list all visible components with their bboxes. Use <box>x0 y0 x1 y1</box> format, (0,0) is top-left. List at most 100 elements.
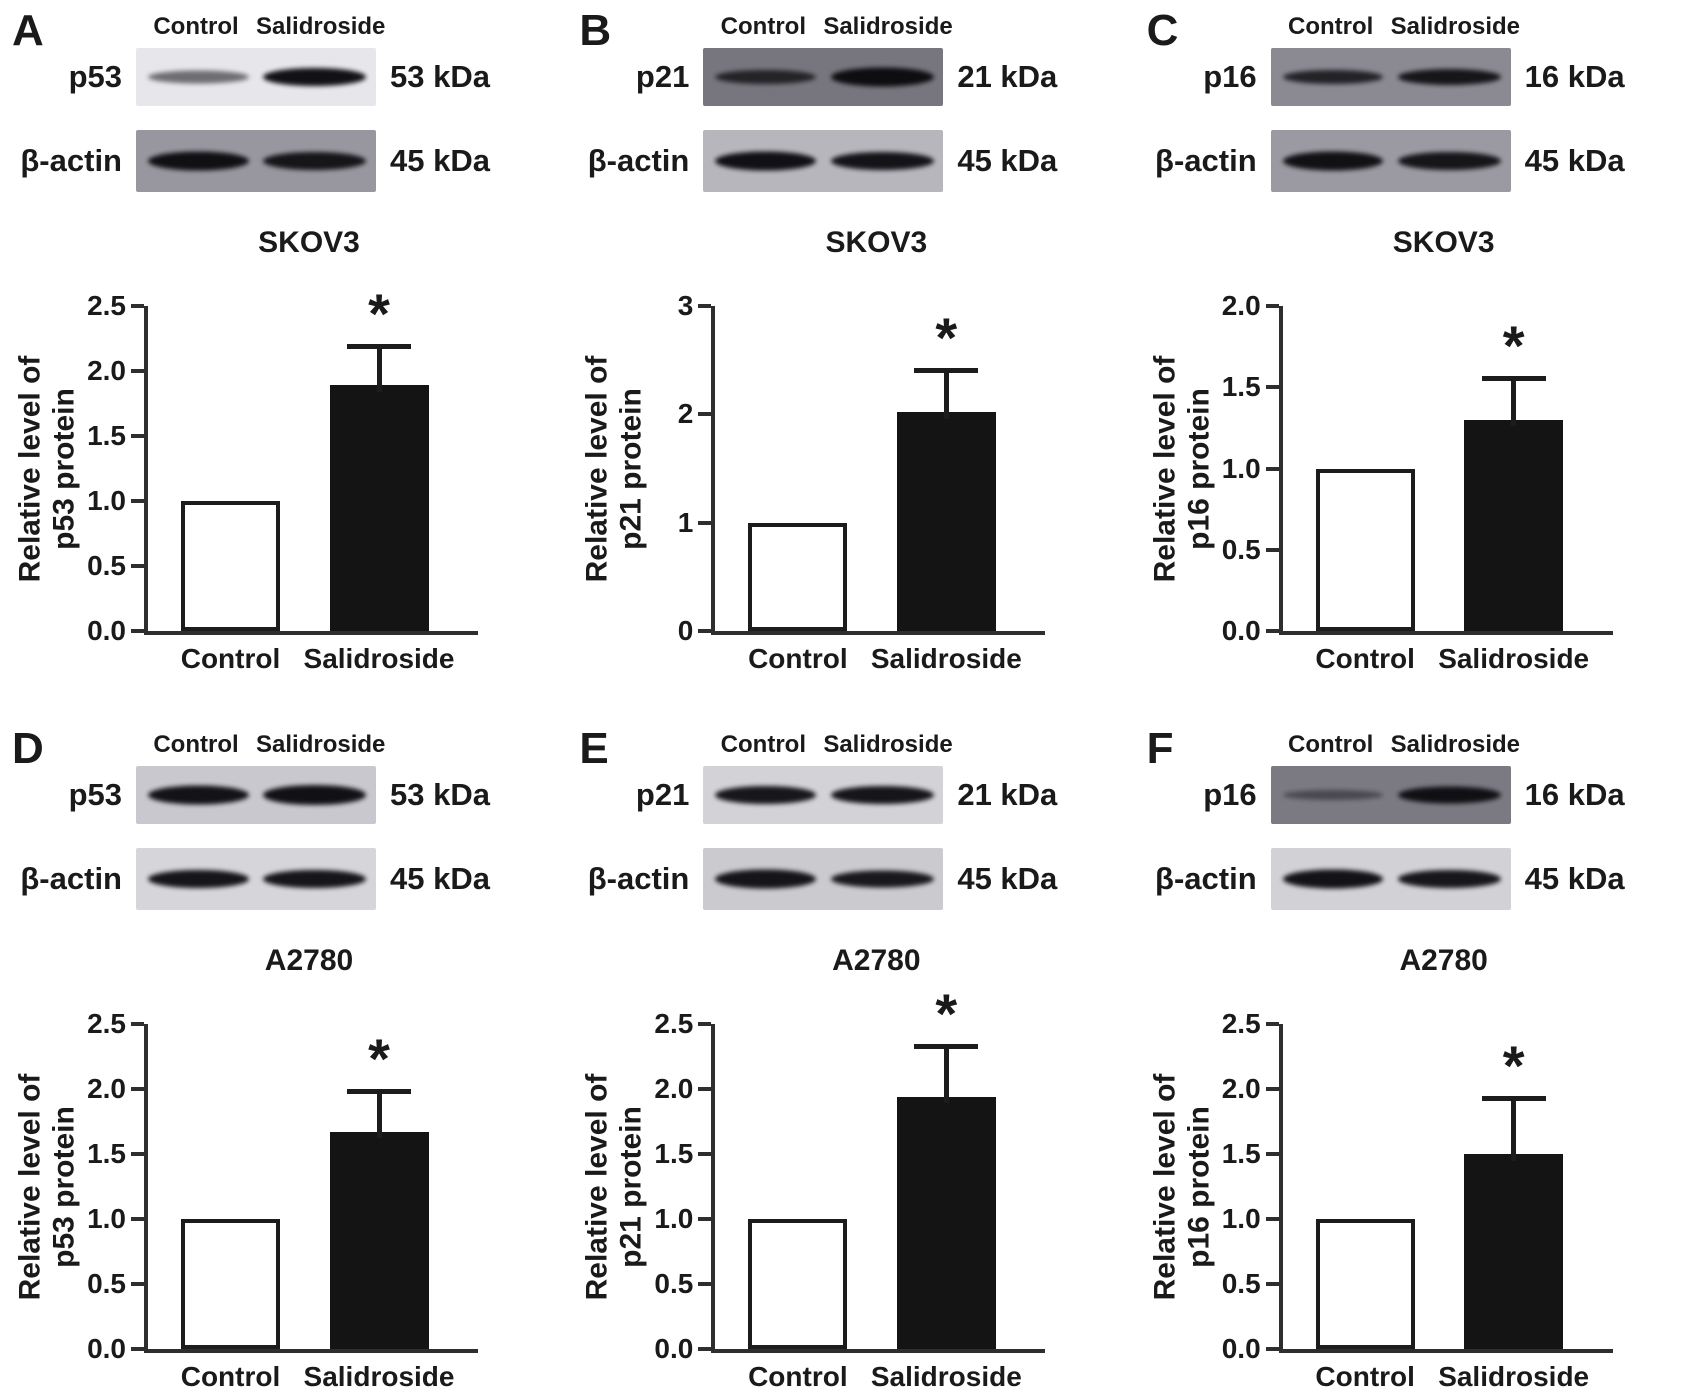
y-tick: 1.0 <box>1222 1203 1279 1235</box>
x-tick-label-salidroside: Salidroside <box>303 1361 455 1392</box>
protein-label: β-actin <box>587 143 690 178</box>
y-tick-label: 0.0 <box>87 1333 126 1364</box>
western-blot-image <box>703 48 944 106</box>
y-tick: 3 <box>678 290 712 322</box>
y-tick: 1.5 <box>654 1138 712 1170</box>
chart-block: SKOV3 Relative level of p53 protein 0.0 0… <box>10 226 567 674</box>
error-bar <box>943 367 949 419</box>
chart-body: Relative level of p53 protein 0.0 0.5 1.0 1… <box>10 1008 567 1392</box>
molecular-weight-label: 16 kDa <box>1524 777 1625 812</box>
blot-row-loading-control: β-actin 45 kDa <box>1145 130 1702 192</box>
y-tick-mark <box>698 1282 712 1286</box>
error-bar-cap <box>914 1043 979 1049</box>
protein-label: p21 <box>635 777 690 812</box>
lane-label-control: Control <box>1288 13 1374 40</box>
molecular-weight-label: 21 kDa <box>957 59 1058 94</box>
y-tick-mark <box>1265 466 1279 471</box>
y-tick-mark <box>698 304 712 308</box>
plot-area: Control Salidroside * <box>711 306 1046 674</box>
y-tick-mark <box>131 1022 144 1026</box>
y-tick-label: 0.5 <box>87 1268 126 1299</box>
x-tick-label-salidroside: Salidroside <box>1438 1361 1590 1392</box>
significance-asterisk: * <box>935 306 958 370</box>
bar-control <box>181 501 280 631</box>
chart-block: SKOV3 Relative level of p21 protein 0 1 2 3… <box>577 226 1134 674</box>
y-tick-label: 0 <box>677 615 694 646</box>
bar-control <box>748 1219 848 1349</box>
y-tick-label: 1.0 <box>1221 452 1261 484</box>
blot-band-salidroside <box>263 785 367 805</box>
lane-label-salidroside: Salidroside <box>256 13 386 40</box>
chart-block: A2780 Relative level of p53 protein 0.0 0… <box>10 944 567 1392</box>
y-tick: 0.0 <box>87 1333 144 1365</box>
y-tick: 0.0 <box>1222 615 1279 647</box>
y-tick-label: 0.5 <box>87 550 126 581</box>
y-tick-label: 2 <box>677 398 694 430</box>
protein-label: β-actin <box>1155 143 1257 178</box>
western-blot-image <box>1270 130 1511 192</box>
y-tick-label: 2.5 <box>87 1008 126 1039</box>
chart-title: A2780 <box>1399 944 1488 977</box>
bar-control <box>181 1219 280 1349</box>
molecular-weight-label: 45 kDa <box>390 861 490 896</box>
y-tick-mark <box>131 1347 144 1351</box>
chart-title: SKOV3 <box>825 226 928 259</box>
y-tick: 2.5 <box>87 290 144 322</box>
western-blot-image <box>136 130 376 192</box>
y-axis: 0.0 0.5 1.0 1.5 2.0 2.5 <box>84 290 144 646</box>
x-tick-label-control: Control <box>1315 643 1415 674</box>
y-tick-mark <box>1265 547 1279 552</box>
y-tick: 2.0 <box>87 355 144 387</box>
y-tick-label: 1.0 <box>1221 1203 1261 1234</box>
y-tick: 0.0 <box>1222 1333 1279 1365</box>
protein-label: β-actin <box>20 143 122 178</box>
error-bar-cap <box>347 1089 411 1094</box>
molecular-weight-label: 45 kDa <box>957 861 1058 896</box>
blot-row-loading-control: β-actin 45 kDa <box>577 848 1134 910</box>
blot-band-salidroside <box>1397 152 1502 170</box>
y-tick-mark <box>131 434 144 438</box>
error-bar <box>943 1043 949 1104</box>
y-tick-label: 1.5 <box>87 1138 126 1169</box>
lane-labels: Control Salidroside <box>136 730 385 760</box>
blot-band-control <box>715 786 817 804</box>
y-tick-mark <box>131 369 144 373</box>
x-tick-label-control: Control <box>748 1361 848 1392</box>
lane-label-salidroside: Salidroside <box>1390 731 1521 758</box>
y-tick-label: 2.0 <box>87 1073 126 1104</box>
panel-F: F Control Salidroside p16 16 kDa β-actin <box>1135 690 1702 1396</box>
molecular-weight-label: 45 kDa <box>390 143 490 178</box>
blot-band-salidroside <box>263 152 367 170</box>
blot-band-salidroside <box>1397 870 1502 888</box>
protein-label: p16 <box>1203 777 1257 812</box>
y-tick-mark <box>698 1087 712 1091</box>
y-tick-label: 1.5 <box>87 420 126 451</box>
lane-label-salidroside: Salidroside <box>1390 13 1521 40</box>
y-axis-label: Relative level of p53 protein <box>13 355 80 582</box>
y-tick: 1.0 <box>654 1203 712 1235</box>
blot-row-protein: p53 53 kDa <box>10 48 567 106</box>
blot-band-salidroside <box>830 67 934 87</box>
x-tick-label-control: Control <box>1315 1361 1415 1392</box>
y-tick: 2.0 <box>87 1073 144 1105</box>
panel-B: B Control Salidroside p21 21 kDa β-actin <box>567 0 1134 690</box>
bar-control <box>1315 468 1415 631</box>
y-tick: 1.0 <box>87 485 144 517</box>
y-tick-label: 2.5 <box>1221 1008 1261 1039</box>
blot-band-salidroside <box>830 870 934 888</box>
molecular-weight-label: 45 kDa <box>1524 143 1625 178</box>
y-tick: 1.5 <box>87 420 144 452</box>
y-tick: 2.5 <box>654 1008 712 1040</box>
y-tick-mark <box>131 564 144 568</box>
blot-band-control <box>1282 70 1384 84</box>
lane-labels: Control Salidroside <box>1271 12 1521 42</box>
panel-A: A Control Salidroside p53 53 kDa β-actin <box>0 0 567 690</box>
error-bar <box>376 343 382 392</box>
western-blot-image <box>1270 48 1511 106</box>
blot-band-control <box>148 870 249 888</box>
protein-label: p53 <box>68 59 122 94</box>
y-tick-label: 2.0 <box>87 355 126 386</box>
blot-band-control <box>1282 151 1384 171</box>
lane-labels: Control Salidroside <box>1271 730 1521 760</box>
blot-block: A Control Salidroside p53 53 kDa β-actin <box>10 6 567 192</box>
